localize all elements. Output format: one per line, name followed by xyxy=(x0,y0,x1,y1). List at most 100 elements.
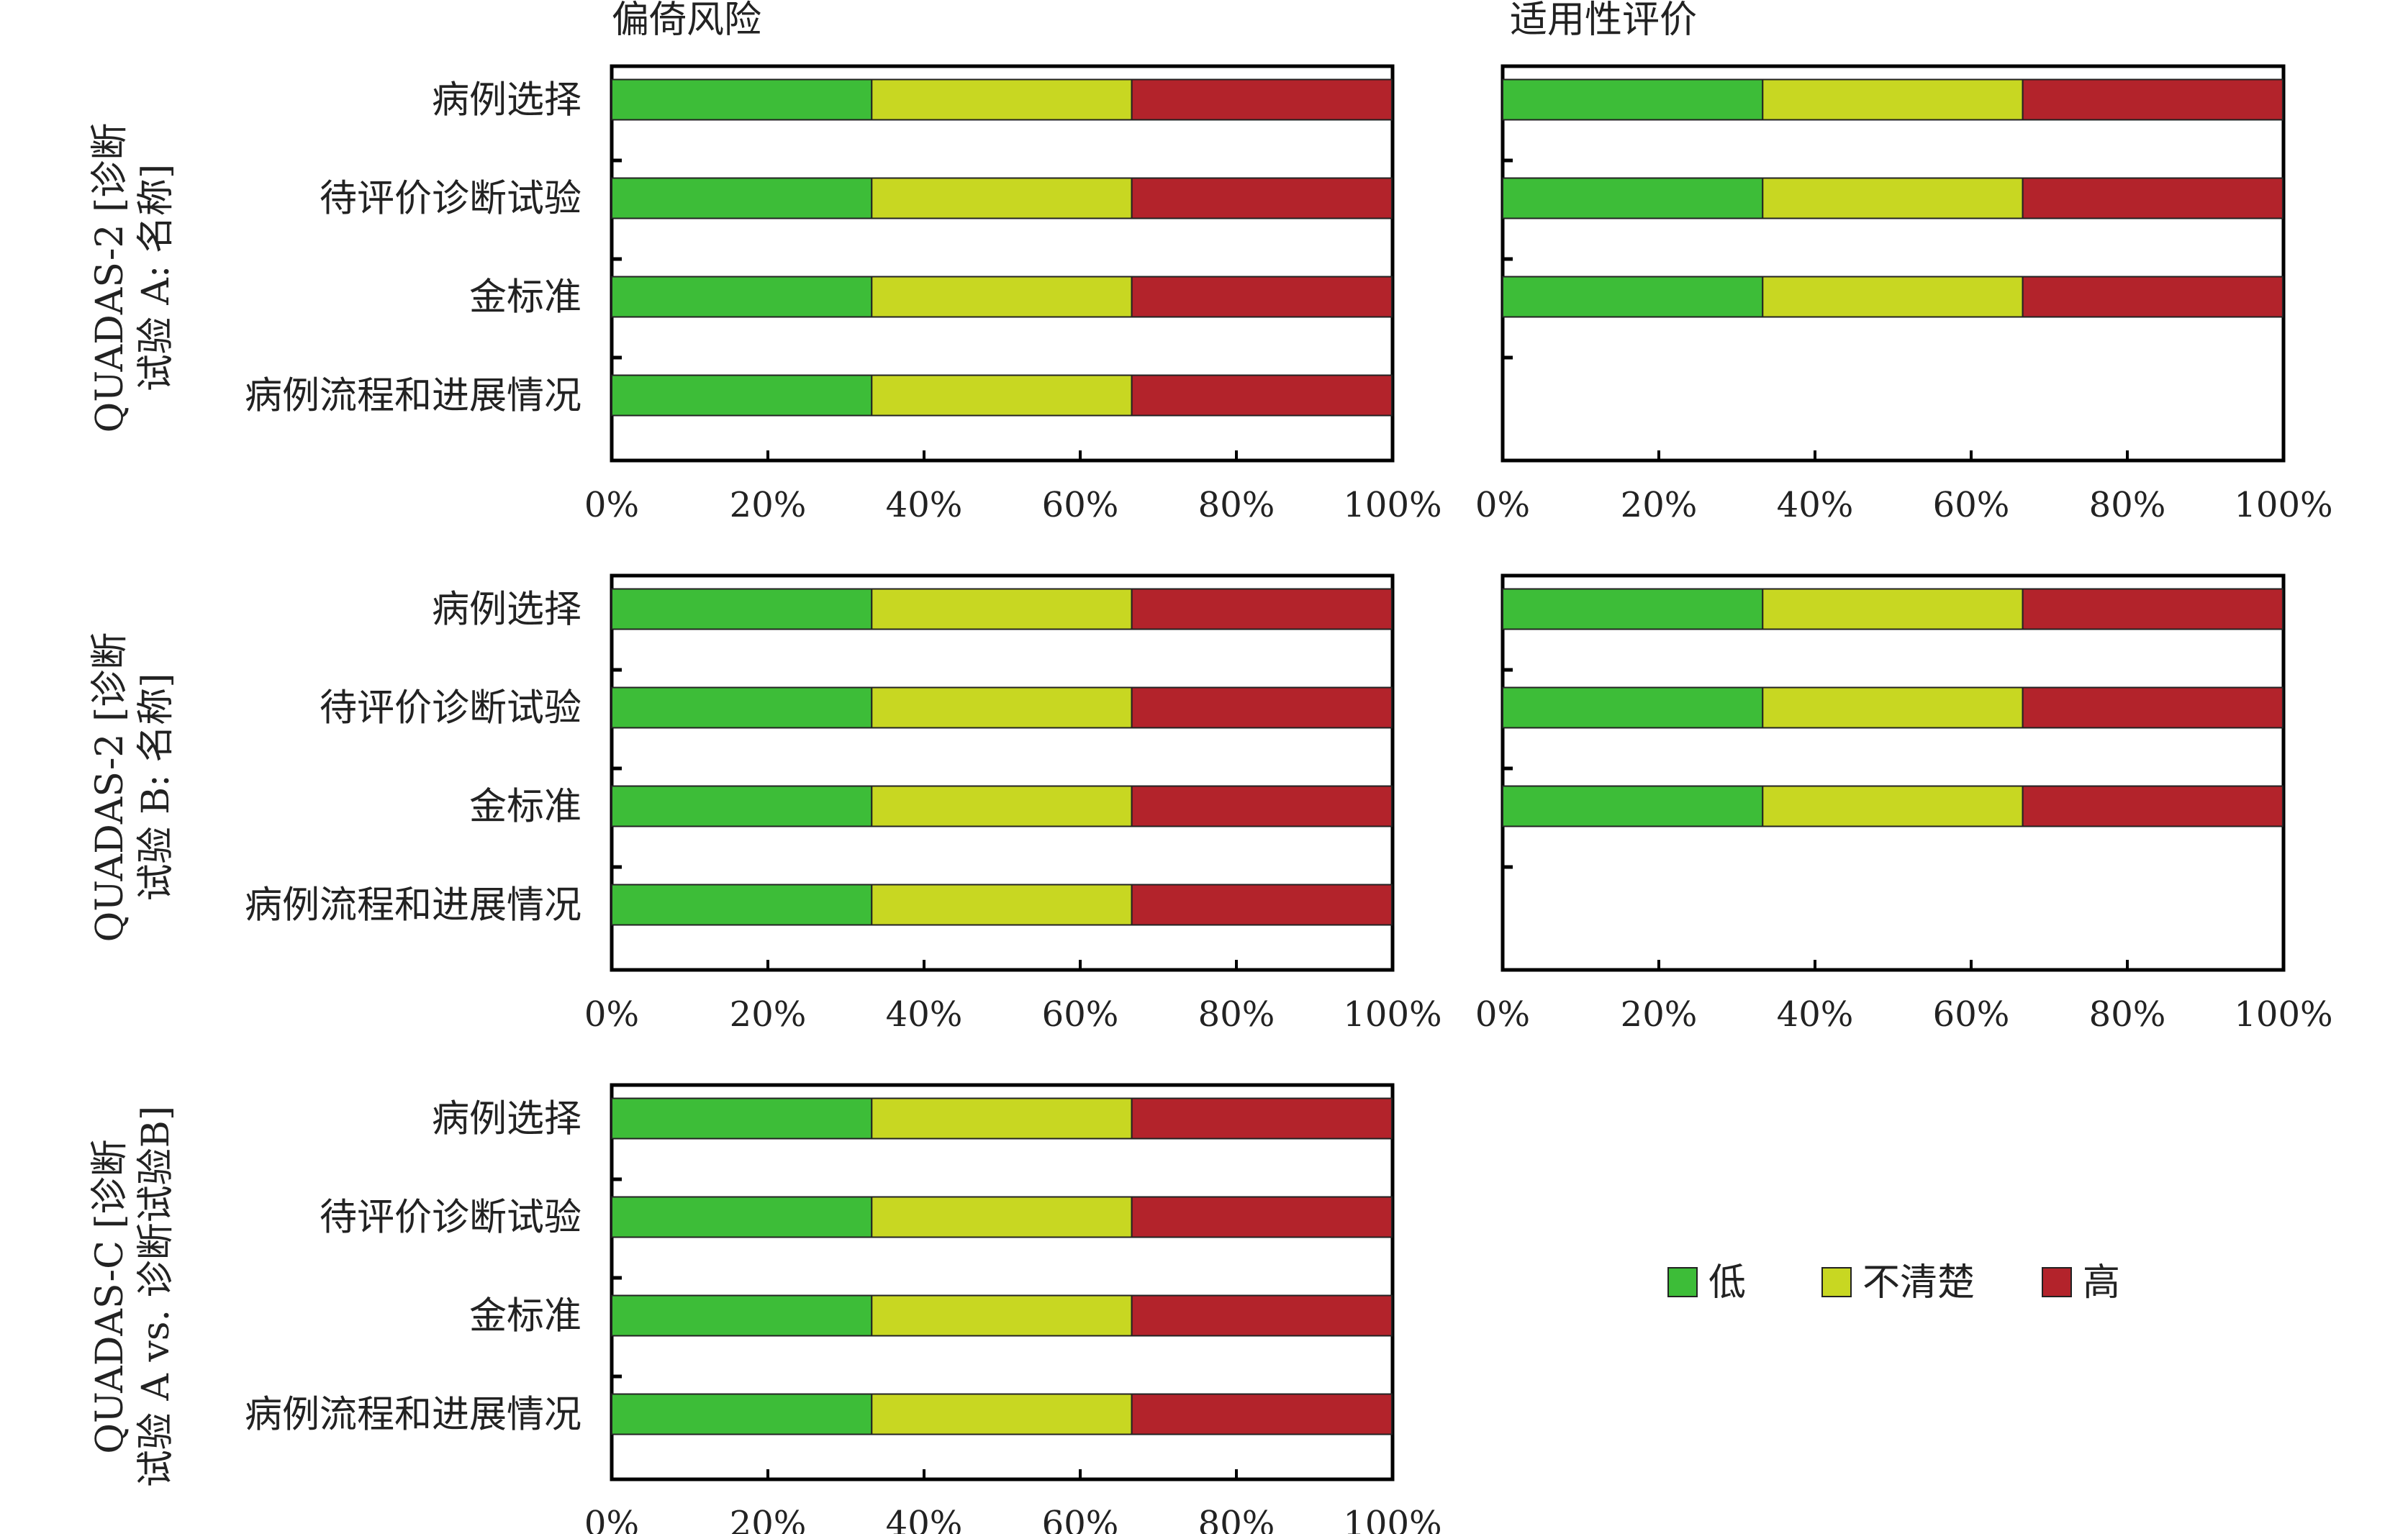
bar-high xyxy=(1131,1294,1393,1337)
bar-high xyxy=(1131,686,1393,729)
bar-unclear xyxy=(871,1393,1133,1435)
category-label: 待评价诊断试验 xyxy=(320,1197,581,1240)
bar-low xyxy=(611,276,873,318)
bar-low xyxy=(611,177,873,219)
x-tick-label: 40% xyxy=(886,994,963,1035)
x-tick-label: 60% xyxy=(1042,994,1119,1035)
bar-high xyxy=(2022,588,2283,630)
bar-unclear xyxy=(871,686,1133,729)
row-label: QUADAS-2 [诊断试验 B: 名称] xyxy=(89,632,178,943)
category-label: 病例选择 xyxy=(432,1098,581,1141)
row-label: QUADAS-C [诊断试验 A vs. 诊断试验B] xyxy=(89,1106,178,1487)
category-label: 病例流程和进展情况 xyxy=(245,884,581,927)
bar-high xyxy=(2022,177,2283,219)
bar-high xyxy=(1131,884,1393,926)
x-tick-label: 20% xyxy=(1621,994,1698,1035)
bar-high xyxy=(1131,78,1393,121)
x-tick-label: 20% xyxy=(730,485,807,525)
bar-low xyxy=(611,1097,873,1140)
bar-unclear xyxy=(1762,686,2024,729)
bar-low xyxy=(611,588,873,630)
bar-high xyxy=(2022,78,2283,121)
title-bias-risk: 偏倚风险 xyxy=(612,0,761,42)
bar-high xyxy=(1131,177,1393,219)
bar-unclear xyxy=(871,374,1133,417)
x-tick-label: 60% xyxy=(1042,1504,1119,1534)
bar-unclear xyxy=(871,884,1133,926)
category-label: 病例选择 xyxy=(432,79,581,122)
bar-unclear xyxy=(871,785,1133,827)
bar-low xyxy=(611,785,873,827)
legend: 低 不清楚 高 xyxy=(1667,1261,2120,1304)
x-tick-label: 100% xyxy=(1343,485,1441,525)
plot-frame xyxy=(610,573,1395,972)
bar-low xyxy=(611,1393,873,1435)
bar-high xyxy=(1131,785,1393,827)
bar-low xyxy=(1502,177,1764,219)
bar-unclear xyxy=(871,276,1133,318)
x-tick-label: 100% xyxy=(1343,1504,1441,1534)
x-tick-label: 60% xyxy=(1933,485,2010,525)
legend-label-unclear: 不清楚 xyxy=(1862,1261,1975,1304)
bar-high xyxy=(2022,686,2283,729)
panel-test-b-applicability: 0% 20% 40% 60% 80% 100% xyxy=(1475,573,2333,1035)
bar-low xyxy=(611,1294,873,1337)
x-tick-label: 20% xyxy=(730,994,807,1035)
bar-low xyxy=(611,374,873,417)
x-tick-label: 100% xyxy=(2234,994,2332,1035)
bar-high xyxy=(1131,1097,1393,1140)
plot-frame xyxy=(610,1083,1395,1481)
bar-unclear xyxy=(1762,78,2024,121)
x-tick-label: 60% xyxy=(1042,485,1119,525)
x-tick-label: 40% xyxy=(1777,994,1854,1035)
category-label: 金标准 xyxy=(469,276,581,319)
x-tick-label: 0% xyxy=(584,994,639,1035)
legend-swatch-high xyxy=(2042,1267,2072,1297)
bar-unclear xyxy=(1762,785,2024,827)
bar-low xyxy=(1502,78,1764,121)
bar-low xyxy=(611,686,873,729)
plot-frame xyxy=(1501,64,2286,463)
category-label: 金标准 xyxy=(469,1295,581,1338)
legend-swatch-low xyxy=(1667,1267,1698,1297)
plot-frame xyxy=(610,64,1395,463)
x-tick-label: 0% xyxy=(584,485,639,525)
legend-label-low: 低 xyxy=(1708,1261,1746,1304)
bar-low xyxy=(611,884,873,926)
bar-low xyxy=(1502,588,1764,630)
bar-low xyxy=(611,78,873,121)
category-label: 待评价诊断试验 xyxy=(320,687,581,730)
category-label: 病例流程和进展情况 xyxy=(245,375,581,418)
x-tick-label: 40% xyxy=(886,1504,963,1534)
x-tick-label: 80% xyxy=(2089,994,2166,1035)
bar-high xyxy=(1131,1196,1393,1238)
bar-unclear xyxy=(871,1196,1133,1238)
bar-unclear xyxy=(871,177,1133,219)
bar-low xyxy=(1502,686,1764,729)
x-tick-label: 80% xyxy=(1198,1504,1275,1534)
x-tick-label: 80% xyxy=(1198,994,1275,1035)
x-tick-label: 100% xyxy=(1343,994,1441,1035)
x-tick-label: 0% xyxy=(584,1504,639,1534)
x-tick-label: 80% xyxy=(1198,485,1275,525)
bar-unclear xyxy=(871,1294,1133,1337)
category-label: 待评价诊断试验 xyxy=(320,178,581,221)
bar-unclear xyxy=(1762,588,2024,630)
x-tick-label: 40% xyxy=(886,485,963,525)
category-label: 病例选择 xyxy=(432,589,581,632)
bar-unclear xyxy=(871,1097,1133,1140)
bar-high xyxy=(2022,785,2283,827)
title-applicability: 适用性评价 xyxy=(1510,0,1697,42)
bar-unclear xyxy=(1762,177,2024,219)
bar-unclear xyxy=(871,78,1133,121)
row-label: QUADAS-2 [诊断试验 A: 名称] xyxy=(89,123,178,433)
category-label: 金标准 xyxy=(469,786,581,829)
x-tick-label: 20% xyxy=(730,1504,807,1534)
panel-test-a-applicability: 0% 20% 40% 60% 80% 100% xyxy=(1475,64,2333,525)
bar-low xyxy=(1502,785,1764,827)
legend-swatch-unclear xyxy=(1821,1267,1852,1297)
category-label: 病例流程和进展情况 xyxy=(245,1394,581,1437)
